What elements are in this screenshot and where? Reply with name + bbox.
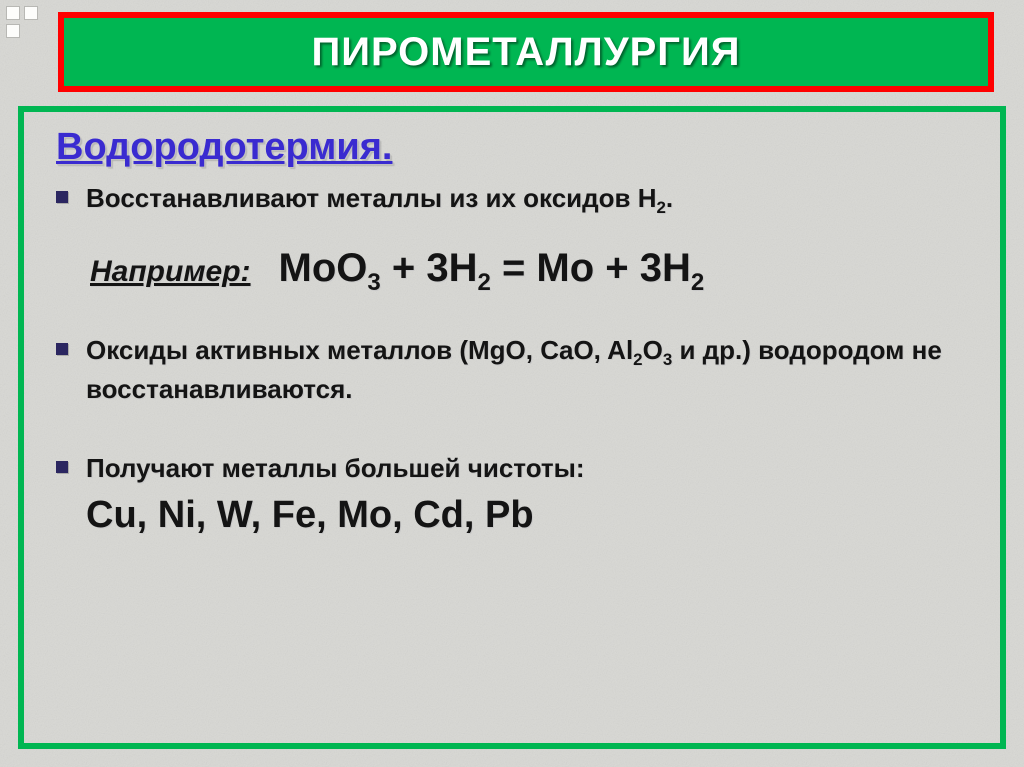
example-label: Например:: [90, 255, 251, 289]
metals-list: Cu, Ni, W, Fe, Mo, Cd, Pb: [86, 490, 585, 541]
example-line: Например: MoO3 + 3H2 = Mo + 3H2: [90, 246, 972, 297]
bullet-item-1: Восстанавливают металлы из их оксидов H2…: [56, 181, 972, 220]
bullet-text-2: Оксиды активных металлов (MgO, CaO, Al2O…: [86, 333, 972, 407]
bullet-item-3: Получают металлы большей чистоты: Cu, Ni…: [56, 451, 972, 541]
chemical-equation: MoO3 + 3H2 = Mo + 3H2: [279, 246, 705, 297]
content-panel: Водородотермия. Восстанавливают металлы …: [18, 106, 1006, 749]
section-heading: Водородотермия.: [56, 126, 972, 169]
slide-title: ПИРОМЕТАЛЛУРГИЯ: [312, 30, 741, 75]
bullet-text-3: Получают металлы большей чистоты: Cu, Ni…: [86, 451, 585, 541]
square-bullet-icon: [56, 191, 68, 203]
bullet-item-2: Оксиды активных металлов (MgO, CaO, Al2O…: [56, 333, 972, 407]
square-bullet-icon: [56, 461, 68, 473]
bullet-text-1: Восстанавливают металлы из их оксидов H2…: [86, 181, 673, 220]
decorative-corner-boxes: [6, 6, 38, 38]
bullet-text-3-line1: Получают металлы большей чистоты:: [86, 453, 585, 483]
square-bullet-icon: [56, 343, 68, 355]
slide-title-box: ПИРОМЕТАЛЛУРГИЯ: [58, 12, 994, 92]
